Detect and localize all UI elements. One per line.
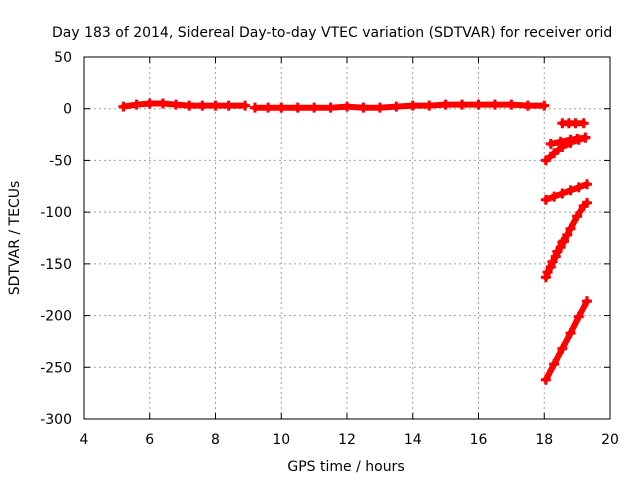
data-point xyxy=(557,188,568,199)
data-point xyxy=(540,155,551,166)
y-tick-label: -200 xyxy=(40,309,72,325)
data-point xyxy=(407,100,418,111)
x-tick-label: 10 xyxy=(272,432,290,448)
y-axis-label: SDTVAR / TECUs xyxy=(7,181,23,296)
grid xyxy=(84,57,610,419)
data-point xyxy=(309,102,320,113)
data-point xyxy=(325,102,336,113)
plot-frame xyxy=(83,56,611,420)
y-tick-label: -100 xyxy=(40,205,72,221)
x-tick-label: 4 xyxy=(80,432,89,448)
data-point xyxy=(440,99,451,110)
data-point xyxy=(565,137,576,148)
data-point xyxy=(506,99,517,110)
x-tick-label: 20 xyxy=(601,432,619,448)
x-tick-label: 18 xyxy=(535,432,553,448)
data-point xyxy=(197,100,208,111)
y-tick-label: -50 xyxy=(49,153,72,169)
data-point xyxy=(358,102,369,113)
data-point xyxy=(391,101,402,112)
data-point xyxy=(171,99,182,110)
data-point xyxy=(223,100,234,111)
data-point xyxy=(184,100,195,111)
data-point xyxy=(540,374,551,385)
data-point xyxy=(144,98,155,109)
data-points xyxy=(118,98,592,385)
data-point xyxy=(292,102,303,113)
data-point xyxy=(549,191,560,202)
data-point xyxy=(565,185,576,196)
data-point xyxy=(581,197,592,208)
y-tick-label: 0 xyxy=(63,102,72,118)
data-point xyxy=(545,138,556,149)
data-point xyxy=(473,99,484,110)
data-point xyxy=(540,194,551,205)
data-point xyxy=(522,100,533,111)
data-track xyxy=(120,100,249,110)
data-point xyxy=(581,296,592,307)
data-point xyxy=(557,141,568,152)
data-point xyxy=(542,267,553,278)
data-point xyxy=(557,343,568,354)
data-point xyxy=(565,328,576,339)
y-tick-label: -250 xyxy=(40,360,72,376)
data-point xyxy=(549,148,560,159)
data-track xyxy=(542,298,590,383)
data-point xyxy=(276,102,287,113)
data-point xyxy=(374,102,385,113)
chart-title: Day 183 of 2014, Sidereal Day-to-day VTE… xyxy=(52,25,612,41)
data-point xyxy=(580,132,591,143)
y-tick-label: -150 xyxy=(40,257,72,273)
data-point xyxy=(547,256,558,267)
data-point xyxy=(424,100,435,111)
x-tick-label: 12 xyxy=(338,432,356,448)
x-axis-label: GPS time / hours xyxy=(287,459,404,475)
data-point xyxy=(539,100,550,111)
y-tick-label: 50 xyxy=(54,50,72,66)
x-tick-label: 8 xyxy=(211,432,220,448)
data-point xyxy=(578,118,589,129)
data-point xyxy=(263,102,274,113)
data-point xyxy=(573,311,584,322)
data-point xyxy=(342,101,352,112)
data-point xyxy=(549,359,560,370)
x-tick-label: 16 xyxy=(470,432,488,448)
data-point xyxy=(457,99,468,110)
data-point xyxy=(118,101,129,112)
data-point xyxy=(573,182,584,193)
data-point xyxy=(157,98,168,109)
data-point xyxy=(558,236,569,247)
data-point xyxy=(489,99,500,110)
data-point xyxy=(131,99,142,110)
data-point xyxy=(240,100,251,111)
x-tick-label: 6 xyxy=(145,432,154,448)
data-point xyxy=(249,102,260,113)
data-point xyxy=(565,223,576,234)
x-tick-label: 14 xyxy=(404,432,422,448)
data-point xyxy=(572,211,583,222)
data-point xyxy=(581,179,592,190)
data-point xyxy=(552,246,563,257)
data-point xyxy=(573,134,584,145)
y-tick-label: -300 xyxy=(40,412,72,428)
axis-ticks: 4 6 8 10 12 14 16 18 20 50 0 -50 -100 -150 -200 -250 -30… xyxy=(40,50,619,448)
data-point xyxy=(210,100,221,111)
